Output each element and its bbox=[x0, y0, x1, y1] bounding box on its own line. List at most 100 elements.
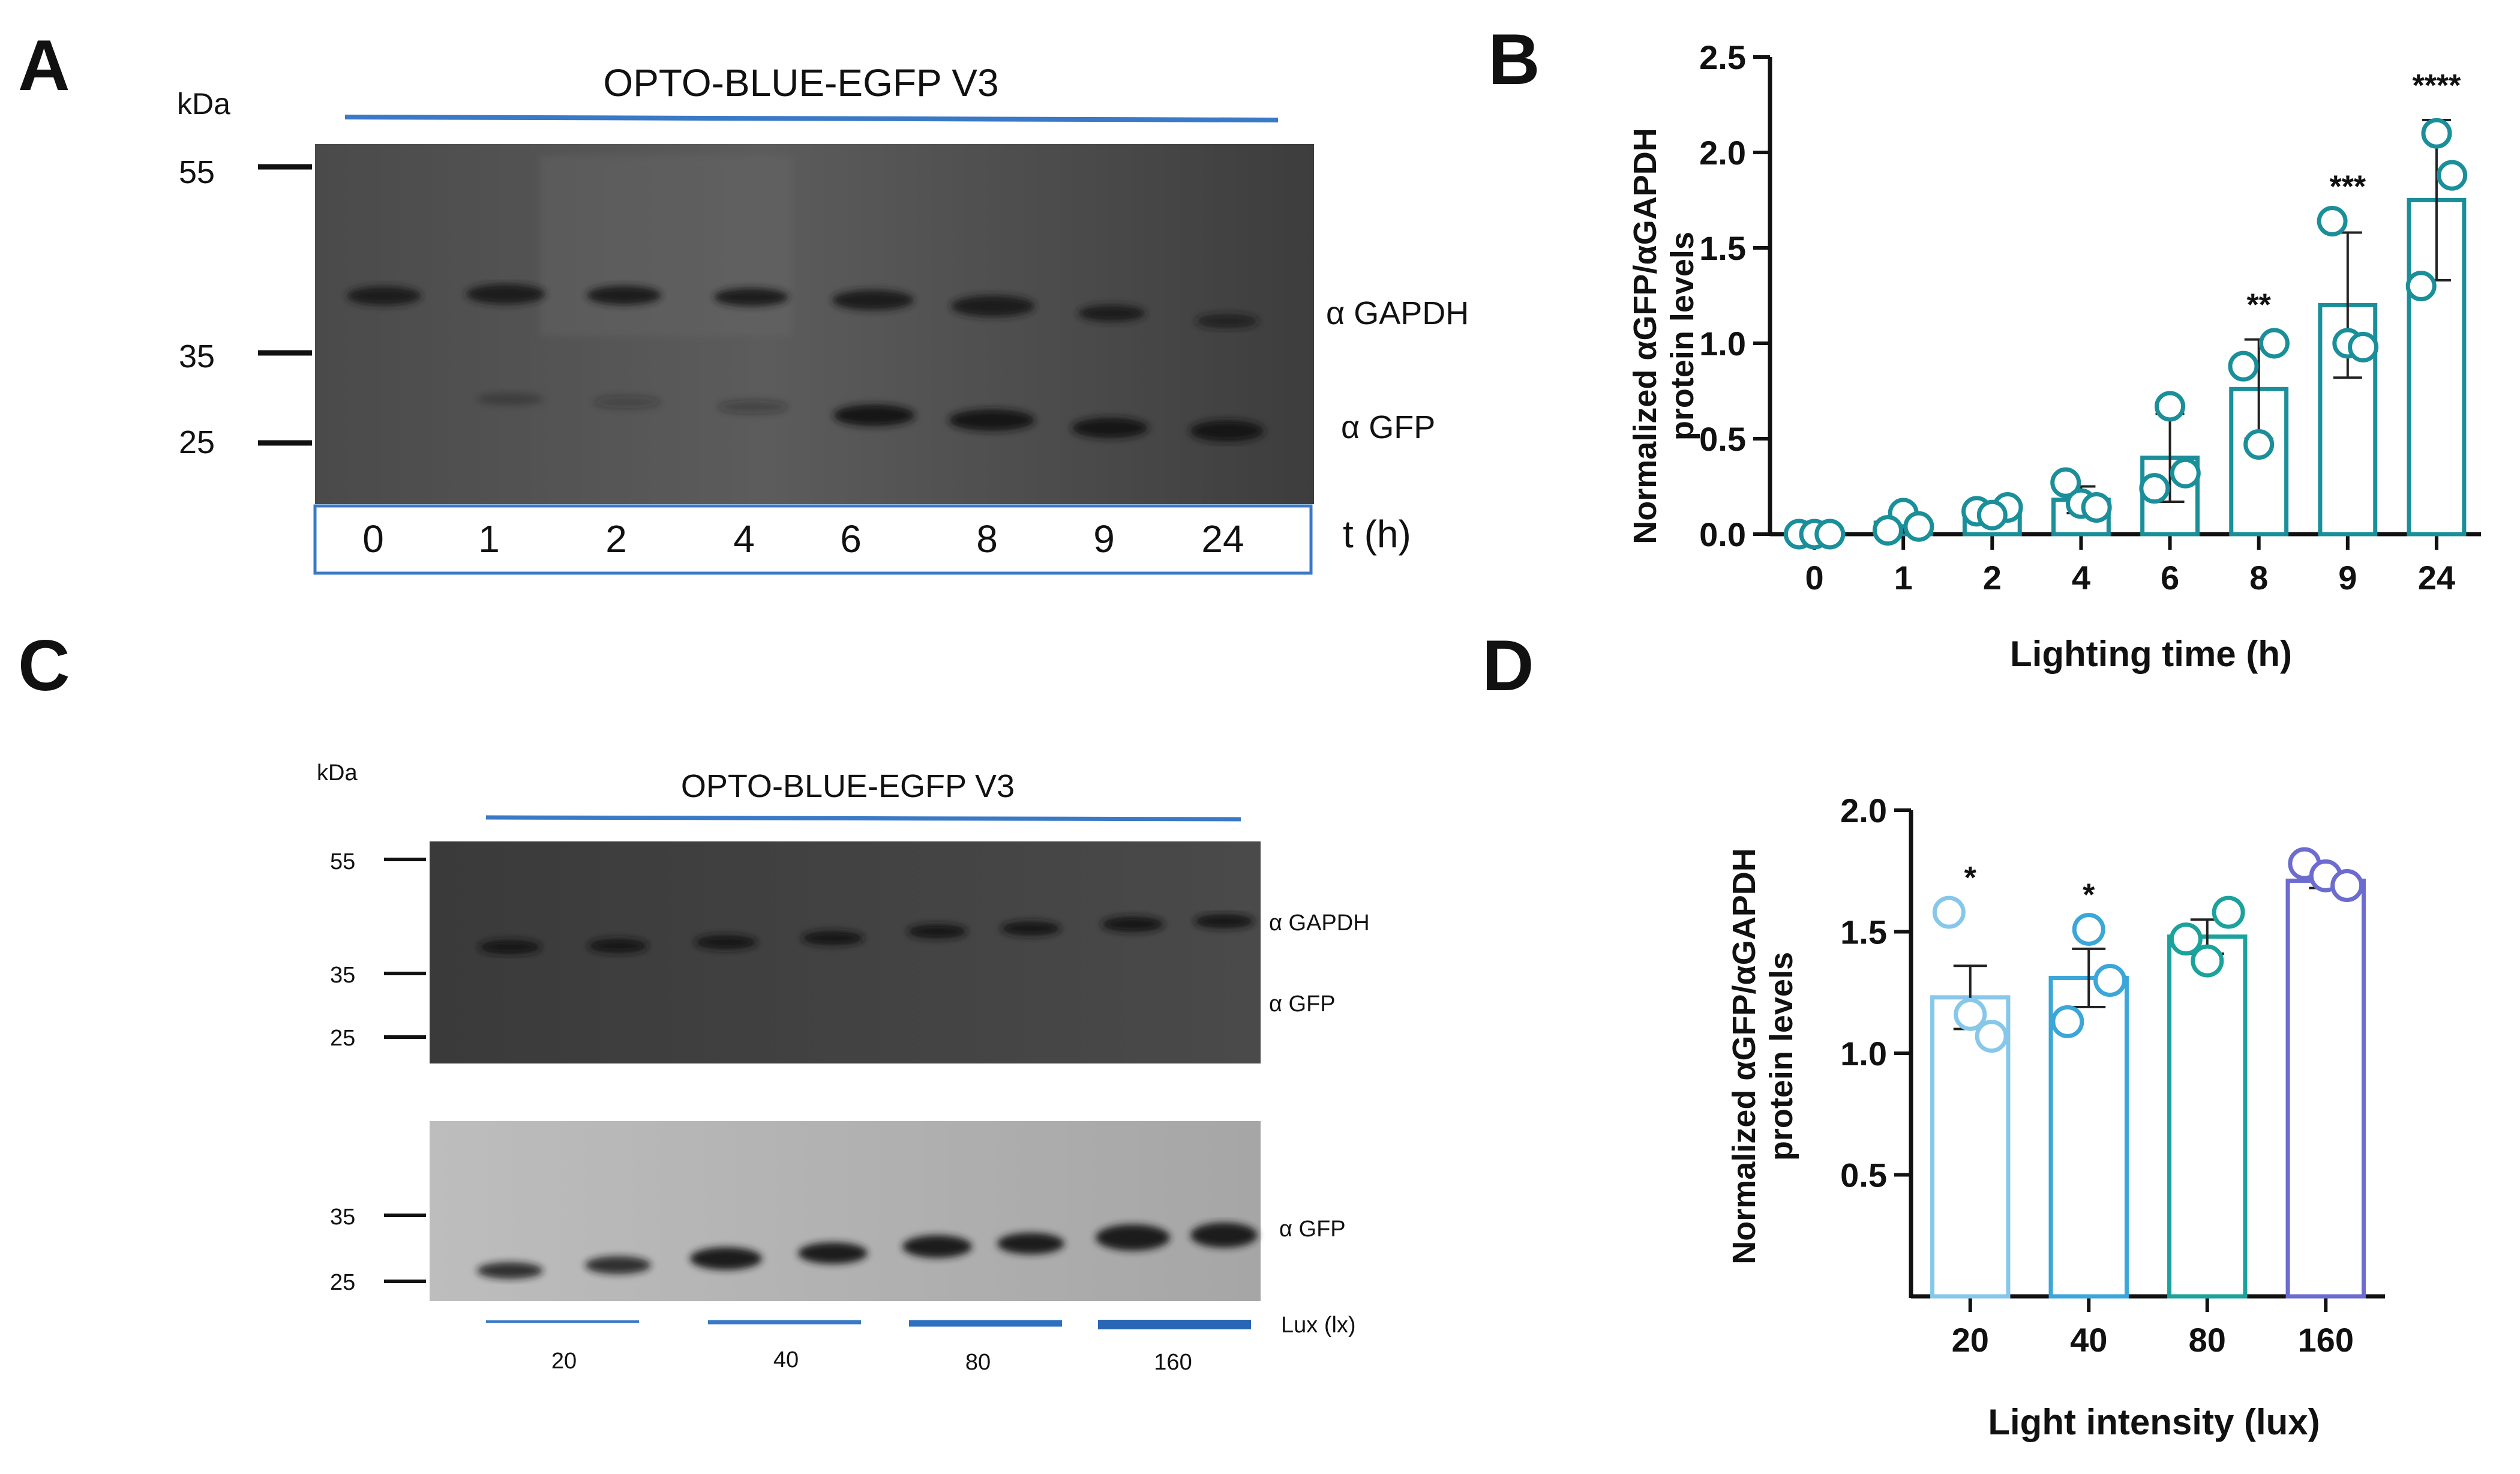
gapdh-band bbox=[588, 939, 648, 953]
y-tick-label: 0.0 bbox=[1699, 516, 1746, 553]
lane-label: 6 bbox=[840, 517, 862, 561]
significance-label: **** bbox=[2412, 68, 2461, 103]
panel-c-title: OPTO-BLUE-EGFP V3 bbox=[681, 768, 1015, 804]
lane-label: 2 bbox=[605, 517, 627, 561]
marker-label: 25 bbox=[330, 1026, 355, 1051]
gapdh-band bbox=[1194, 914, 1254, 928]
chart-d-ylabel-line2: protein levels bbox=[1763, 952, 1799, 1161]
x-tick-label: 24 bbox=[2418, 559, 2455, 597]
panel-c-gapdh-label: α GAPDH bbox=[1269, 910, 1370, 936]
data-point bbox=[2093, 964, 2127, 997]
x-tick-label: 6 bbox=[2161, 559, 2179, 597]
panel-a-blot: OPTO-BLUE-EGFP V3 kDa bbox=[177, 61, 1469, 575]
y-tick-label: 2.0 bbox=[1699, 134, 1746, 172]
panel-a-kda-label: kDa bbox=[177, 87, 230, 121]
chart-b-plot: 0.00.51.01.52.02.50 1 2 4 6 8**9***24**** bbox=[1699, 38, 2481, 597]
data-point bbox=[1903, 511, 1934, 542]
x-tick-label: 0 bbox=[1805, 559, 1823, 597]
panel-a-letter: A bbox=[18, 25, 70, 106]
panel-a-title: OPTO-BLUE-EGFP V3 bbox=[603, 61, 998, 104]
gfp-band bbox=[585, 1256, 651, 1274]
marker-label: 35 bbox=[179, 338, 215, 375]
gfp-band bbox=[997, 1233, 1064, 1254]
gfp-band bbox=[476, 393, 544, 405]
panel-c-gfp-label: α GFP bbox=[1269, 991, 1336, 1017]
data-point bbox=[2191, 944, 2224, 978]
data-point bbox=[1872, 515, 1903, 546]
data-point bbox=[2212, 895, 2245, 929]
gfp-band bbox=[718, 400, 788, 414]
lux-value: 80 bbox=[965, 1350, 991, 1375]
data-point bbox=[2421, 118, 2452, 149]
gfp-band bbox=[1072, 418, 1148, 438]
panel-a-title-line bbox=[344, 115, 1279, 122]
gfp-band bbox=[690, 1247, 762, 1270]
x-tick-label: 8 bbox=[2249, 559, 2268, 597]
panel-c-top-membrane bbox=[430, 841, 1261, 1063]
gfp-band bbox=[1190, 1223, 1258, 1248]
data-point bbox=[1814, 519, 1846, 550]
gapdh-band bbox=[832, 290, 914, 310]
panel-c-kda-label: kDa bbox=[317, 760, 358, 786]
panel-d-letter: D bbox=[1482, 625, 1534, 706]
panel-a-markers: 55 35 25 bbox=[179, 154, 312, 460]
data-point bbox=[1954, 997, 1987, 1031]
y-tick-label: 1.0 bbox=[1840, 1035, 1887, 1072]
data-point bbox=[2243, 429, 2275, 460]
chart-d-xlabel: Light intensity (lux) bbox=[1988, 1402, 2320, 1442]
x-tick-label: 160 bbox=[2298, 1321, 2354, 1359]
panel-a-gfp-bands bbox=[476, 393, 1264, 442]
data-point bbox=[2051, 1005, 2084, 1038]
gapdh-band bbox=[1102, 916, 1164, 932]
panel-c-gapdh-bands bbox=[479, 914, 1254, 954]
data-point bbox=[2139, 473, 2170, 504]
gfp-band bbox=[798, 1242, 868, 1264]
panel-c-lux-bars bbox=[486, 1320, 1251, 1329]
gfp-band bbox=[949, 409, 1035, 431]
y-tick-label: 2.5 bbox=[1699, 38, 1746, 76]
data-point bbox=[1976, 499, 2008, 531]
gapdh-band bbox=[466, 284, 545, 304]
panel-c-lux-label: Lux (lx) bbox=[1281, 1313, 1356, 1338]
lane-label: 8 bbox=[976, 517, 998, 561]
chart-d-ylabel: Normalized αGFP/αGAPDH protein levels bbox=[1726, 848, 1799, 1264]
panel-c-top-markers: 55 35 25 bbox=[330, 849, 426, 1051]
gapdh-band bbox=[714, 288, 788, 306]
gapdh-band bbox=[951, 295, 1035, 317]
gapdh-band bbox=[1001, 921, 1061, 936]
panel-a-membrane bbox=[315, 144, 1314, 504]
data-point bbox=[2072, 912, 2105, 946]
panel-c-bottom-membrane bbox=[430, 1121, 1261, 1301]
gfp-band bbox=[593, 396, 661, 408]
y-tick-label: 1.0 bbox=[1699, 325, 1746, 362]
data-point bbox=[2050, 467, 2081, 498]
marker-label: 35 bbox=[330, 963, 355, 988]
gapdh-band bbox=[907, 924, 967, 939]
panel-c-blot: OPTO-BLUE-EGFP V3 kDa 55 35 25 α GAPDH α… bbox=[317, 760, 1370, 1375]
lane-label: 9 bbox=[1093, 517, 1115, 561]
data-point bbox=[2169, 922, 2203, 956]
gapdh-band bbox=[695, 935, 757, 949]
y-tick-label: 0.5 bbox=[1840, 1157, 1887, 1194]
y-tick-label: 0.5 bbox=[1699, 420, 1746, 458]
chart-d-ylabel-line1: Normalized αGFP/αGAPDH bbox=[1726, 848, 1762, 1264]
panel-c-gfp-bands bbox=[477, 1223, 1258, 1279]
data-point bbox=[1932, 895, 1966, 929]
significance-label: * bbox=[1964, 861, 1977, 895]
x-tick-label: 40 bbox=[2070, 1321, 2107, 1359]
data-point bbox=[2170, 457, 2201, 489]
gapdh-band bbox=[802, 931, 864, 945]
lane-label: 1 bbox=[478, 517, 500, 561]
y-tick-label: 1.5 bbox=[1840, 913, 1887, 951]
data-point bbox=[2437, 160, 2468, 191]
x-tick-label: 20 bbox=[1952, 1321, 1989, 1359]
panel-c-title-line bbox=[485, 815, 1241, 822]
marker-label: 25 bbox=[330, 1270, 355, 1295]
panel-a-gapdh-bands bbox=[347, 284, 1258, 328]
gfp-band bbox=[902, 1235, 972, 1258]
panel-a-time-label: t (h) bbox=[1343, 513, 1411, 556]
gapdh-band bbox=[347, 286, 421, 305]
